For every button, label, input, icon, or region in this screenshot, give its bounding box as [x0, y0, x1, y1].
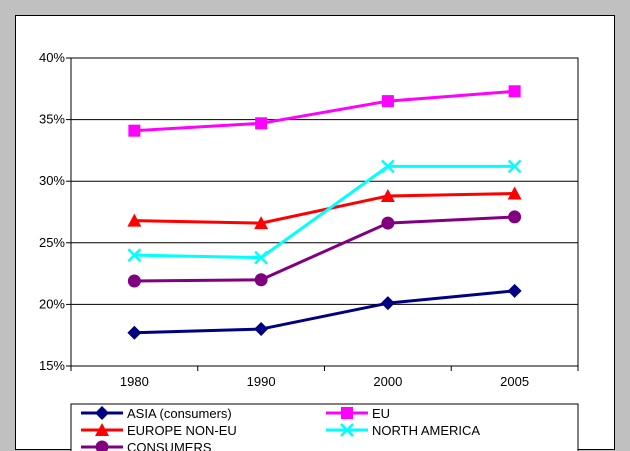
data-point-consumers [381, 217, 394, 230]
legend-item-consumers: CONSUMERS [81, 440, 212, 451]
line-chart: 15% 20% 25% 30% 35% 40% 1980 1990 2000 2005 ASIA (… [16, 16, 616, 451]
x-tick-label: 2000 [373, 374, 402, 389]
data-point-consumers [508, 210, 521, 223]
y-tick-label: 35% [39, 112, 65, 127]
legend-label: EUROPE NON-EU [127, 423, 237, 438]
x-tick-label: 1980 [120, 374, 149, 389]
legend-label: ASIA (consumers) [127, 406, 232, 421]
y-tick-label: 25% [39, 235, 65, 250]
data-point-consumers [128, 274, 141, 287]
x-tick-label: 1990 [247, 374, 276, 389]
y-tick-label: 40% [39, 50, 65, 65]
y-tick-label: 20% [39, 296, 65, 311]
data-point-consumers [255, 273, 268, 286]
legend-label: NORTH AMERICA [372, 423, 480, 438]
y-tick-label: 15% [39, 358, 65, 373]
legend-label: EU [372, 406, 390, 421]
chart-panel: 15% 20% 25% 30% 35% 40% 1980 1990 2000 2005 ASIA (… [15, 15, 615, 450]
x-tick-label: 2005 [500, 374, 529, 389]
data-point-eu [382, 95, 394, 107]
data-point-eu [128, 125, 140, 137]
y-tick-label: 30% [39, 173, 65, 188]
data-point-eu [509, 85, 521, 97]
data-point-eu [255, 117, 267, 129]
legend-marker [341, 407, 353, 419]
legend-label: CONSUMERS [127, 440, 212, 451]
